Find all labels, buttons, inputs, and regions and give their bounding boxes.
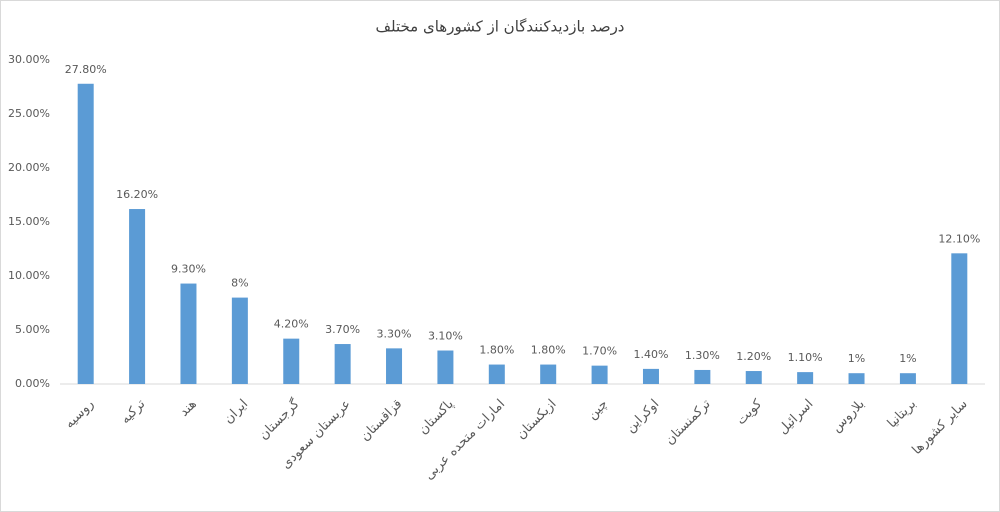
data-label: 3.70% xyxy=(325,323,360,336)
data-label: 1.30% xyxy=(685,349,720,362)
y-tick-label: 30.00% xyxy=(8,53,50,66)
data-label: 8% xyxy=(231,277,248,290)
bar xyxy=(129,209,146,384)
bar xyxy=(386,348,403,384)
chart-title: درصد بازدیدکنندگان از کشورهای مختلف xyxy=(375,18,624,36)
bar xyxy=(488,364,505,384)
data-label: 9.30% xyxy=(171,263,206,276)
bar xyxy=(540,364,557,384)
data-label: 1% xyxy=(848,352,865,365)
y-tick-label: 10.00% xyxy=(8,269,50,282)
data-label: 1.10% xyxy=(788,351,823,364)
data-label: 4.20% xyxy=(274,318,309,331)
bar xyxy=(180,283,197,384)
bar xyxy=(437,350,454,384)
bar xyxy=(745,371,762,384)
data-label: 3.10% xyxy=(428,330,463,343)
data-label: 16.20% xyxy=(116,188,158,201)
data-label: 27.80% xyxy=(65,63,107,76)
y-tick-label: 15.00% xyxy=(8,215,50,228)
bar xyxy=(642,368,659,384)
bar xyxy=(951,253,968,384)
bar xyxy=(797,372,814,384)
data-label: 1.80% xyxy=(531,344,566,357)
data-label: 1.70% xyxy=(582,345,617,358)
bar xyxy=(694,369,711,384)
data-label: 1.80% xyxy=(479,344,514,357)
bar xyxy=(334,344,351,384)
data-label: 12.10% xyxy=(938,232,980,245)
bar xyxy=(231,297,248,384)
bar xyxy=(899,373,916,384)
data-label: 1.20% xyxy=(736,350,771,363)
data-label: 1% xyxy=(899,352,916,365)
data-label: 3.30% xyxy=(377,327,412,340)
y-tick-label: 20.00% xyxy=(8,161,50,174)
bar xyxy=(591,365,608,384)
bar xyxy=(848,373,865,384)
y-tick-label: 25.00% xyxy=(8,107,50,120)
bar xyxy=(77,83,94,384)
data-label: 1.40% xyxy=(633,348,668,361)
bar xyxy=(283,338,300,384)
y-tick-label: 0.00% xyxy=(15,377,50,390)
y-tick-label: 5.00% xyxy=(15,323,50,336)
